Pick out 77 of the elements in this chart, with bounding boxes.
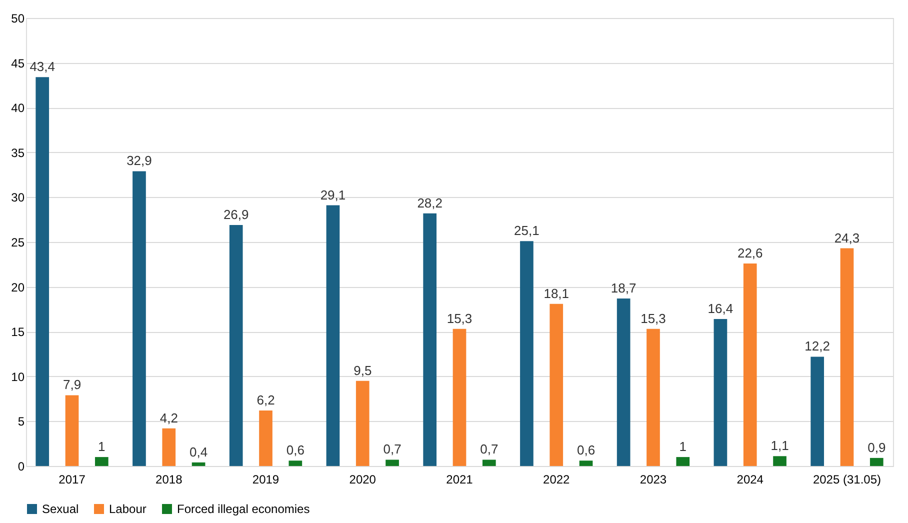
data-label: 15,3: [640, 310, 666, 326]
data-label: 0,7: [383, 442, 402, 457]
x-tick-label: 2024: [736, 472, 764, 486]
y-tick-label: 30: [11, 190, 25, 205]
data-label: 0,4: [190, 444, 208, 460]
bar: [743, 264, 757, 466]
data-label: 1: [679, 439, 687, 454]
legend-label: Forced illegal economies: [177, 502, 310, 516]
data-label: 0,6: [576, 442, 596, 458]
bar: [162, 428, 176, 466]
legend-label: Sexual: [42, 502, 79, 516]
x-tick-label: 2017: [58, 472, 86, 486]
x-tick-label: 2018: [156, 472, 183, 486]
y-tick-label: 40: [11, 101, 25, 116]
data-label: 12,2: [804, 338, 830, 354]
bar: [386, 460, 399, 466]
data-label: 7,9: [62, 377, 82, 392]
bar: [520, 241, 534, 466]
bar: [616, 298, 630, 466]
data-label: 28,2: [417, 195, 442, 210]
data-label: 0,7: [480, 442, 498, 457]
x-tick-label: 2025 (31.05): [812, 472, 882, 486]
data-label: 18,7: [610, 280, 636, 296]
data-label: 22,6: [737, 246, 763, 261]
y-tick-label: 50: [11, 12, 25, 26]
bar: [94, 457, 108, 466]
data-label: 15,3: [446, 310, 472, 326]
bar: [646, 328, 660, 466]
bar: [423, 213, 437, 466]
bar: [356, 380, 370, 466]
bar: [452, 328, 466, 466]
bar: [482, 460, 496, 466]
data-label: 43,4: [30, 59, 56, 74]
data-label: 29,1: [320, 187, 346, 202]
bar: [550, 304, 564, 466]
data-label: 0,9: [868, 440, 886, 455]
y-tick-label: 25: [11, 236, 25, 250]
legend-label: Labour: [109, 502, 146, 516]
y-tick-label: 20: [11, 280, 25, 294]
bar: [132, 171, 146, 466]
y-tick-label: 35: [11, 146, 25, 160]
data-label: 1,1: [770, 438, 789, 454]
data-label: 32,9: [126, 153, 152, 168]
y-tick-label: 10: [11, 370, 25, 384]
x-tick-label: 2019: [252, 472, 280, 486]
data-label: 1: [98, 439, 106, 454]
bar: [192, 462, 206, 466]
bar: [259, 410, 272, 466]
y-tick-label: 15: [11, 325, 25, 340]
bar: [870, 458, 884, 466]
data-label: 25,1: [514, 223, 540, 238]
data-label: 9,5: [354, 362, 372, 378]
data-label: 0,6: [286, 442, 304, 458]
data-label: 24,3: [834, 230, 860, 246]
bar: [288, 460, 302, 466]
y-tick-label: 45: [11, 56, 25, 70]
bar: [65, 395, 79, 466]
data-label: 26,9: [223, 206, 249, 222]
bar: [676, 457, 690, 466]
x-tick-label: 2023: [640, 472, 667, 486]
data-label: 4,2: [160, 410, 178, 426]
bar: [229, 224, 243, 466]
bar: [773, 456, 786, 466]
bar: [326, 205, 340, 466]
bar: [840, 248, 854, 466]
bar: [810, 356, 824, 466]
data-label: 6,2: [256, 392, 275, 408]
y-tick-label: 0: [18, 460, 25, 474]
bar: [579, 460, 593, 466]
x-tick-label: 2021: [446, 472, 474, 486]
bar: [36, 77, 50, 466]
data-label: 16,4: [708, 301, 734, 316]
y-tick-label: 5: [18, 414, 25, 429]
x-tick-label: 2022: [543, 472, 570, 486]
x-tick-label: 2020: [349, 472, 376, 486]
data-label: 18,1: [544, 286, 570, 301]
bar: [714, 319, 728, 466]
